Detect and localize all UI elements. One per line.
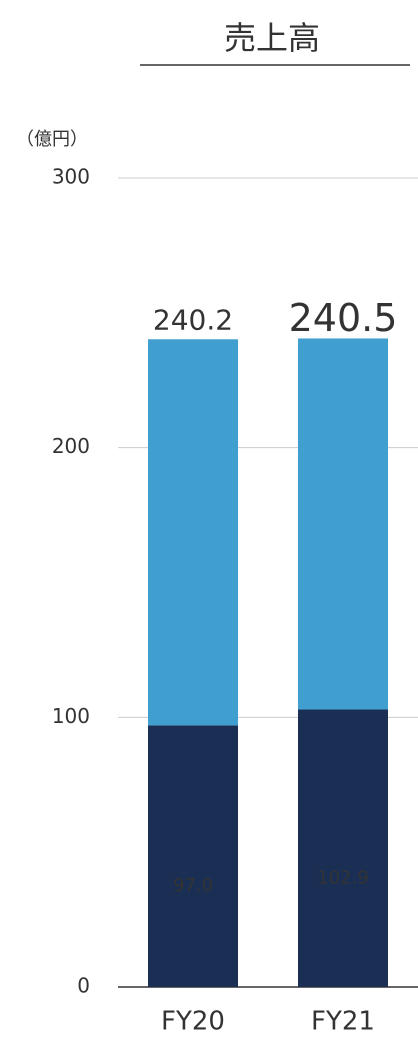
x-tick-label: FY21	[311, 1007, 375, 1037]
bar-segment	[148, 725, 238, 987]
total-label: 240.5	[289, 296, 398, 340]
x-tick-label: FY20	[161, 1007, 225, 1037]
y-tick-label: 0	[77, 974, 90, 998]
data-label: 97.0	[173, 875, 213, 896]
bar-segment	[148, 339, 238, 726]
bar-segment	[298, 709, 388, 987]
y-tick-label: 200	[52, 434, 90, 458]
bar-segment	[298, 338, 388, 710]
y-axis-label: （億円）	[16, 129, 88, 150]
y-tick-label: 300	[52, 165, 90, 189]
data-label: 102.9	[317, 867, 369, 888]
chart-title: 売上高	[224, 19, 320, 57]
total-label: 240.2	[153, 303, 233, 336]
y-tick-label: 100	[52, 704, 90, 728]
